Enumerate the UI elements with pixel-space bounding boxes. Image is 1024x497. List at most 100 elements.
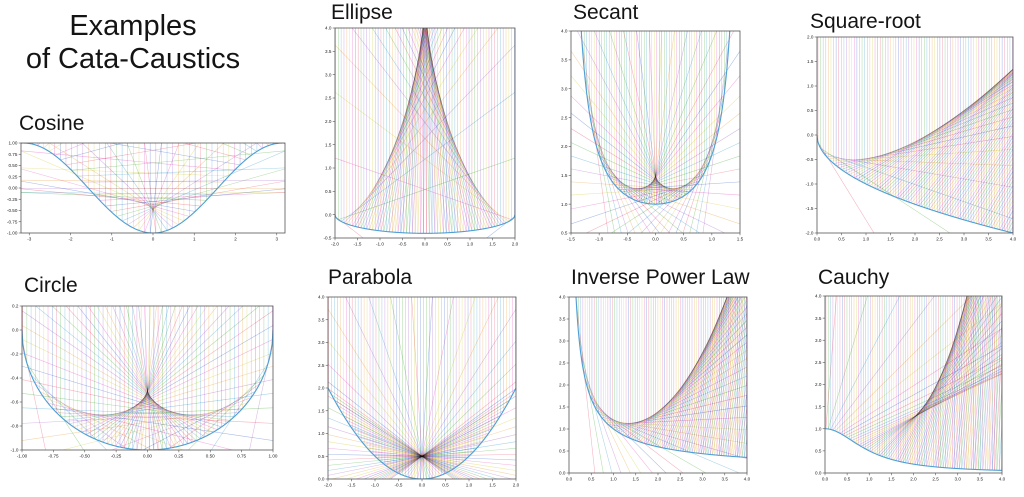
svg-text:0.0: 0.0 [566,477,573,482]
svg-text:-0.4: -0.4 [10,376,18,381]
svg-text:4.0: 4.0 [559,295,566,300]
svg-text:3.0: 3.0 [559,339,566,344]
svg-text:2.0: 2.0 [910,477,917,482]
svg-text:2.5: 2.5 [936,237,943,242]
panel-circle: Circle -1.00 -0.75 -0.50 -0.25 0.00 0.25 0.50 0… [10,274,277,459]
svg-text:0.25: 0.25 [174,454,183,459]
svg-text:2.0: 2.0 [815,382,822,387]
svg-text:2.0: 2.0 [912,237,919,242]
svg-text:3.5: 3.5 [561,58,568,63]
svg-text:-1.5: -1.5 [354,242,362,247]
svg-text:-0.8: -0.8 [10,424,18,429]
svg-text:3.5: 3.5 [318,317,325,322]
svg-text:0.75: 0.75 [8,152,17,157]
caustic-plot-invpow: 0.0 0.5 1.0 1.5 2.0 2.5 3.0 3.5 4.0 4.0 3.5 3.0 2.5 2… [559,295,751,482]
svg-text:-3: -3 [27,237,32,242]
svg-text:-0.5: -0.5 [399,242,407,247]
svg-text:-1: -1 [110,237,115,242]
svg-text:2.5: 2.5 [325,96,332,101]
svg-text:4.0: 4.0 [318,295,325,300]
svg-text:1.5: 1.5 [633,477,640,482]
caustic-plot-ellipse: -2.0 -1.5 -1.0 -0.5 0.0 0.5 1.0 1.5 2.0 4.0 3.5 3.0… [323,26,518,247]
svg-text:-2.0: -2.0 [324,483,332,488]
svg-text:0.5: 0.5 [325,189,332,194]
svg-text:-0.6: -0.6 [10,400,18,405]
caustic-plot-sqrt: 0.0 0.5 1.0 1.5 2.0 2.5 3.0 3.5 4.0 2.0 1.5 1.0 0.5 0… [805,35,1016,242]
panel-title-sqrt: Square-root [810,10,921,33]
svg-text:1: 1 [193,237,196,242]
svg-text:1.0: 1.0 [815,426,822,431]
svg-text:0.50: 0.50 [206,454,215,459]
svg-text:-0.5: -0.5 [623,237,631,242]
svg-text:0.5: 0.5 [815,449,822,454]
svg-text:-0.5: -0.5 [395,483,403,488]
svg-text:0.5: 0.5 [442,483,449,488]
svg-text:0.0: 0.0 [815,471,822,476]
svg-text:1.5: 1.5 [325,142,332,147]
svg-text:0.0: 0.0 [652,237,659,242]
svg-text:-1.5: -1.5 [348,483,356,488]
svg-text:3.5: 3.5 [815,316,822,321]
panel-secant: Secant -1.5 -1.0 -0.5 0.0 0.5 1.0 1.5 4.0 3.5 3.0… [561,1,744,242]
svg-text:0.0: 0.0 [325,212,332,217]
svg-text:1.5: 1.5 [559,405,566,410]
svg-text:1.0: 1.0 [866,477,873,482]
svg-text:3.5: 3.5 [325,49,332,54]
svg-text:0.0: 0.0 [559,471,566,476]
svg-text:3.0: 3.0 [325,72,332,77]
panel-title-invpow: Inverse Power Law [571,266,750,289]
svg-text:-0.5: -0.5 [805,157,813,162]
panel-title-cauchy: Cauchy [818,266,890,289]
caustic-plot-cauchy: 0.0 0.5 1.0 1.5 2.0 2.5 3.0 3.5 4.0 4.0 3.5 3.0 2.5 2… [815,294,1006,482]
svg-text:-2.0: -2.0 [805,231,813,236]
svg-text:2.5: 2.5 [318,363,325,368]
svg-text:-1.0: -1.0 [371,483,379,488]
svg-text:3.0: 3.0 [955,477,962,482]
svg-text:0.50: 0.50 [8,163,17,168]
panel-cauchy: Cauchy 0.0 0.5 1.0 1.5 2.0 2.5 3.0 3.5 4.0 4.0 3.5… [815,266,1006,482]
panel-title-cosine: Cosine [19,112,85,135]
svg-text:1.00: 1.00 [8,141,17,146]
panel-ellipse: Ellipse -2.0 -1.5 -1.0 -0.5 0.0 0.5 1.0 1.5 2.0 4… [323,1,518,247]
svg-text:-0.5: -0.5 [323,236,331,241]
panel-parabola: Parabola -2.0 -1.5 -1.0 -0.5 0.0 0.5 1.0 1.5 2.0… [318,266,520,488]
svg-text:3.5: 3.5 [559,317,566,322]
svg-text:1.0: 1.0 [318,431,325,436]
svg-text:3.0: 3.0 [961,237,968,242]
svg-text:-2: -2 [68,237,73,242]
svg-text:0.0: 0.0 [422,242,429,247]
svg-text:-2.0: -2.0 [331,242,339,247]
svg-text:0.5: 0.5 [838,237,845,242]
svg-text:3.5: 3.5 [977,477,984,482]
svg-text:0.00: 0.00 [143,454,152,459]
panel-title-secant: Secant [573,1,639,24]
svg-text:1.5: 1.5 [318,408,325,413]
svg-text:-0.75: -0.75 [48,454,59,459]
svg-text:-0.25: -0.25 [111,454,122,459]
page-title-line2: of Cata-Caustics [25,43,241,75]
svg-text:1.0: 1.0 [467,242,474,247]
svg-text:3.5: 3.5 [722,477,729,482]
svg-text:0.5: 0.5 [444,242,451,247]
caustic-plot-secant: -1.5 -1.0 -0.5 0.0 0.5 1.0 1.5 4.0 3.5 3.0 2.5 2.0 1… [561,29,744,242]
svg-text:-1.00: -1.00 [7,231,18,236]
svg-text:1.5: 1.5 [489,242,496,247]
svg-text:2.0: 2.0 [325,119,332,124]
page-title: Examples of Cata-Caustics [8,10,258,76]
svg-text:-1.0: -1.0 [10,448,18,453]
svg-text:-0.50: -0.50 [80,454,91,459]
svg-text:3.0: 3.0 [318,340,325,345]
panel-sqrt: Square-root 0.0 0.5 1.0 1.5 2.0 2.5 3.0 3.5 4.0 2… [805,10,1016,242]
svg-text:0.5: 0.5 [680,237,687,242]
svg-text:3.0: 3.0 [815,338,822,343]
svg-text:2.0: 2.0 [318,386,325,391]
svg-text:3.0: 3.0 [699,477,706,482]
svg-text:1.5: 1.5 [807,59,814,64]
svg-text:-1.00: -1.00 [17,454,28,459]
svg-text:-1.0: -1.0 [376,242,384,247]
svg-text:3.5: 3.5 [985,237,992,242]
svg-text:1.00: 1.00 [269,454,278,459]
svg-text:0.0: 0.0 [12,328,19,333]
svg-text:4.0: 4.0 [325,26,332,31]
svg-text:-0.50: -0.50 [7,208,18,213]
